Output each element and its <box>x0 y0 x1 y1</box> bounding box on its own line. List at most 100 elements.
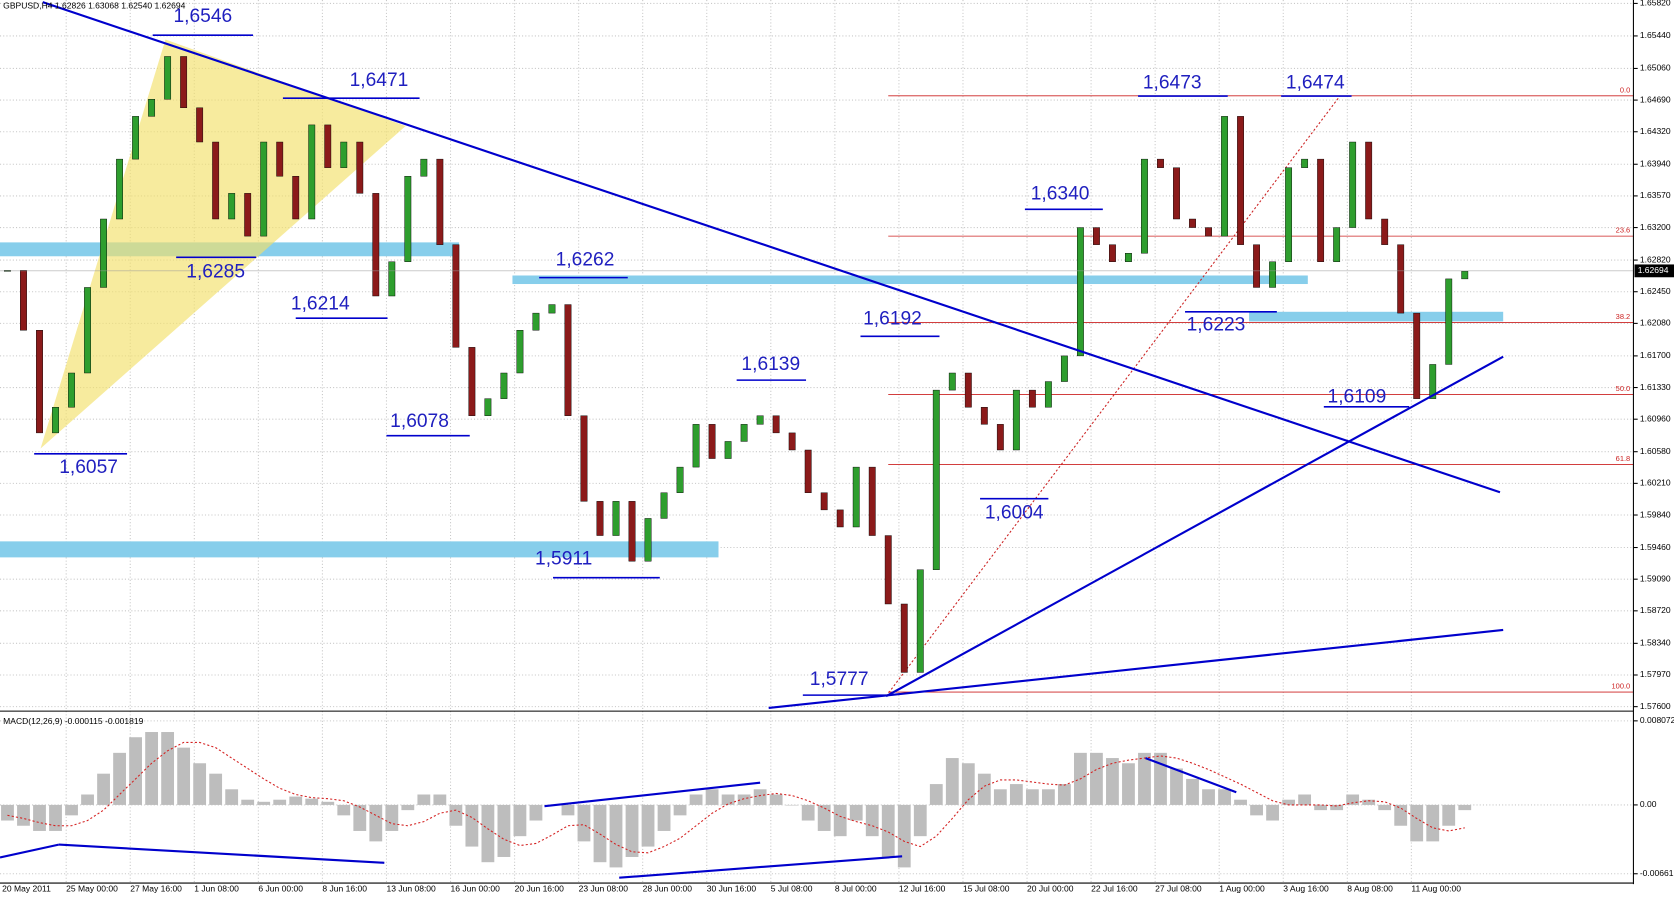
x-tick-label: 1 Aug 00:00 <box>1219 884 1265 894</box>
macd-bar <box>1025 789 1039 805</box>
x-tick-label: 5 Jul 08:00 <box>771 884 813 894</box>
macd-bar <box>785 804 799 806</box>
candle <box>1461 270 1469 280</box>
macd-bar <box>145 732 159 805</box>
divergence-line <box>1145 757 1237 794</box>
fibonacci-label: 23.6 <box>1616 226 1631 235</box>
candle <box>1333 227 1341 262</box>
price-annotation: 1,6109 <box>1328 386 1387 407</box>
y-tick-label: 1.65060 <box>1640 63 1671 73</box>
macd-bar <box>1218 789 1231 805</box>
candle <box>868 466 876 536</box>
macd-bar <box>1378 804 1392 811</box>
support-zone <box>0 541 719 558</box>
x-tick-label: 20 May 2011 <box>2 884 51 894</box>
macd-bar <box>1426 804 1440 842</box>
y-tick-label: 1.63570 <box>1640 190 1671 200</box>
price-annotation: 1,6004 <box>985 503 1044 524</box>
candle <box>1253 244 1260 288</box>
macd-bar <box>929 784 943 805</box>
candle <box>1349 141 1357 228</box>
macd-bar <box>769 794 783 805</box>
x-tick-label: 27 May 16:00 <box>130 884 182 894</box>
macd-header: MACD(12,26,9) -0.000115 -0.001819 <box>3 716 143 726</box>
macd-bar <box>529 804 543 821</box>
candle <box>1317 158 1325 262</box>
macd-bar <box>737 794 751 805</box>
macd-bar <box>1154 752 1167 805</box>
candle <box>708 424 716 459</box>
candle <box>1397 244 1405 314</box>
macd-bar <box>577 804 591 842</box>
macd-bar <box>449 804 463 826</box>
macd-bar <box>1346 794 1360 805</box>
candle <box>356 141 364 194</box>
price-annotation: 1,6340 <box>1031 183 1090 204</box>
candle <box>52 407 59 434</box>
x-tick-label: 22 Jul 16:00 <box>1091 884 1138 894</box>
macd-bar <box>177 747 191 805</box>
fibonacci-label: 38.2 <box>1616 312 1631 321</box>
candle <box>468 347 476 416</box>
price-annotation: 1,5777 <box>810 669 869 690</box>
macd-bar <box>161 732 175 805</box>
price-annotation: 1,6474 <box>1286 72 1345 93</box>
divergence-line <box>0 843 59 859</box>
macd-bar <box>257 801 271 805</box>
candle <box>228 193 236 220</box>
price-annotation: 1,6262 <box>556 250 615 271</box>
macd-bar <box>225 789 239 805</box>
macd-bar <box>801 804 815 821</box>
candle <box>1381 218 1389 245</box>
last-price-tag <box>1634 264 1674 278</box>
support-zone <box>1249 311 1504 322</box>
x-tick-label: 3 Aug 16:00 <box>1283 884 1329 894</box>
candle <box>884 535 892 605</box>
macd-bar <box>513 804 527 837</box>
candle <box>580 415 588 502</box>
candle <box>1157 158 1164 168</box>
candle <box>772 415 780 434</box>
candle <box>452 244 460 348</box>
candle <box>420 158 428 177</box>
macd-bar <box>1122 763 1135 805</box>
candle <box>676 466 684 493</box>
trend-line <box>768 628 1504 709</box>
price-annotation: 1,6546 <box>173 6 232 27</box>
macd-bar <box>625 804 639 857</box>
macd-bar <box>865 804 879 837</box>
price-annotation: 1,6057 <box>59 457 118 478</box>
candle <box>196 107 204 143</box>
candle <box>532 312 540 331</box>
macd-bar <box>897 804 911 868</box>
price-annotation: 1,6223 <box>1187 315 1246 336</box>
macd-bar <box>1202 789 1215 805</box>
macd-bar <box>1410 804 1424 842</box>
macd-bar <box>1106 758 1119 805</box>
macd-bar <box>833 804 847 837</box>
candle <box>628 501 636 562</box>
macd-bar <box>385 804 399 831</box>
y-tick-label: 1.62820 <box>1640 254 1671 264</box>
y-tick-label: 1.64690 <box>1640 94 1671 104</box>
macd-bar <box>193 763 207 805</box>
candle <box>788 432 796 451</box>
candle <box>1413 312 1421 399</box>
candle <box>276 141 284 177</box>
y-tick-label: 1.62080 <box>1640 318 1671 328</box>
macd-bar <box>1282 799 1296 805</box>
macd-bar <box>1 804 14 821</box>
candle <box>916 569 924 673</box>
macd-bar <box>113 752 126 805</box>
fibonacci-label: 61.8 <box>1616 454 1631 463</box>
candle <box>36 330 43 434</box>
candle <box>340 141 348 168</box>
x-tick-label: 1 Jun 08:00 <box>194 884 239 894</box>
y-tick-label: 1.65440 <box>1640 30 1671 40</box>
symbol-header: GBPUSD,H4 1.62826 1.63068 1.62540 1.6269… <box>3 1 185 11</box>
signal-line <box>7 741 1465 854</box>
macd-bar <box>465 804 479 847</box>
x-tick-label: 15 Jul 08:00 <box>963 884 1010 894</box>
macd-bar <box>273 799 287 805</box>
price-annotation: 1,6139 <box>741 354 800 375</box>
